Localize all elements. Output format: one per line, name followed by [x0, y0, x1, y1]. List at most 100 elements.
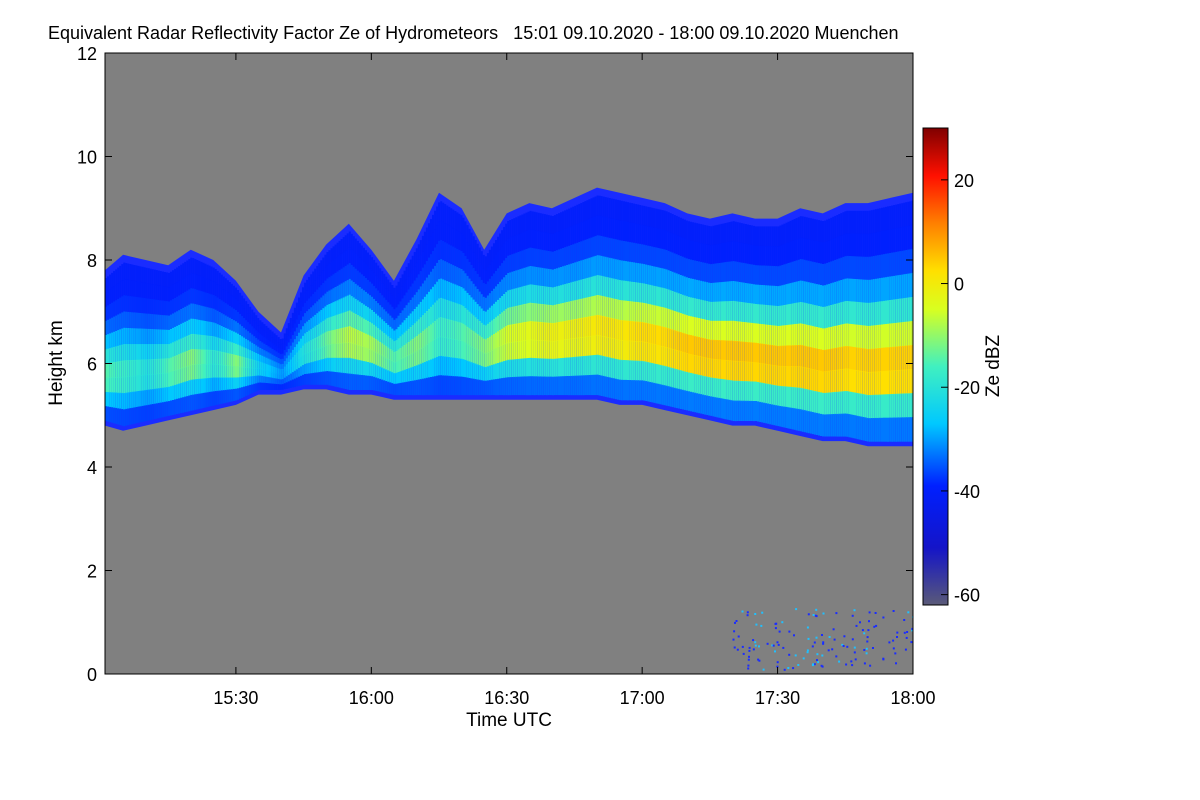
reflectivity-cell — [696, 393, 699, 413]
reflectivity-cell — [202, 378, 205, 394]
reflectivity-cell — [541, 213, 544, 233]
reflectivity-cell — [757, 265, 759, 286]
reflectivity-cell — [704, 225, 707, 245]
reflectivity-cell — [269, 329, 272, 337]
reflectivity-cell — [824, 371, 827, 394]
reflectivity-cell — [182, 352, 185, 368]
reflectivity-cell — [549, 233, 552, 252]
reflectivity-cell — [586, 277, 589, 298]
reflectivity-cell — [657, 228, 660, 249]
reflectivity-cell — [247, 358, 250, 368]
reflectivity-cell — [730, 261, 733, 282]
reflectivity-cell — [836, 215, 839, 238]
reflectivity-cell — [432, 268, 434, 288]
reflectivity-cell — [399, 278, 402, 291]
reflectivity-cell — [332, 357, 335, 373]
reflectivity-cell — [306, 290, 309, 302]
reflectivity-cell — [539, 285, 542, 305]
reflectivity-cell — [671, 368, 674, 388]
y-tick-label: 8 — [87, 251, 97, 271]
reflectivity-cell — [113, 377, 116, 394]
reflectivity-cell — [147, 268, 150, 284]
reflectivity-cell — [740, 223, 743, 244]
reflectivity-cell — [145, 298, 148, 315]
reflectivity-cell — [523, 322, 526, 341]
reflectivity-cell — [194, 394, 197, 410]
reflectivity-cell — [779, 265, 782, 287]
reflectivity-cell — [499, 265, 502, 283]
clutter-echo — [755, 623, 758, 626]
reflectivity-cell — [744, 283, 747, 304]
reflectivity-cell — [434, 210, 437, 230]
reflectivity-cell — [830, 392, 833, 415]
reflectivity-cell — [876, 255, 879, 279]
reflectivity-cell — [208, 307, 211, 323]
reflectivity-cell — [354, 374, 357, 390]
reflectivity-cell — [216, 310, 219, 325]
reflectivity-cell — [403, 357, 406, 371]
reflectivity-cell — [649, 226, 652, 247]
reflectivity-cell — [671, 348, 674, 369]
reflectivity-cell — [633, 360, 636, 381]
reflectivity-cell — [627, 281, 629, 302]
reflectivity-cell — [517, 323, 520, 342]
reflectivity-cell — [614, 378, 617, 400]
reflectivity-cell — [401, 382, 404, 396]
reflectivity-cell — [226, 316, 229, 330]
reflectivity-cell — [330, 316, 333, 331]
reflectivity-cell — [590, 257, 593, 278]
reflectivity-cell — [273, 378, 276, 385]
reflectivity-cell — [911, 321, 913, 346]
reflectivity-cell — [247, 376, 250, 387]
reflectivity-cell — [415, 365, 418, 381]
reflectivity-cell — [320, 309, 323, 323]
reflectivity-cell — [105, 406, 107, 421]
reflectivity-cell — [493, 349, 495, 365]
reflectivity-cell — [897, 322, 900, 347]
reflectivity-cell — [531, 321, 534, 341]
reflectivity-cell — [259, 320, 262, 328]
reflectivity-cell — [647, 342, 650, 363]
reflectivity-cell — [895, 251, 898, 277]
reflectivity-cell — [308, 309, 311, 321]
reflectivity-cell — [310, 296, 313, 308]
reflectivity-cell — [740, 321, 743, 343]
reflectivity-cell — [872, 302, 875, 326]
reflectivity-cell — [696, 355, 699, 375]
reflectivity-cell — [822, 392, 824, 415]
reflectivity-cell — [505, 309, 508, 327]
reflectivity-cell — [838, 302, 841, 326]
reflectivity-cell — [714, 320, 717, 341]
reflectivity-cell — [117, 408, 120, 425]
reflectivity-cell — [328, 344, 331, 359]
reflectivity-cell — [239, 313, 242, 325]
reflectivity-cell — [803, 281, 806, 304]
reflectivity-cell — [405, 292, 408, 306]
reflectivity-cell — [911, 369, 913, 394]
reflectivity-cell — [688, 372, 690, 392]
reflectivity-cell — [736, 360, 739, 382]
reflectivity-cell — [438, 356, 441, 376]
reflectivity-cell — [787, 283, 790, 305]
reflectivity-cell — [580, 356, 583, 376]
reflectivity-cell — [537, 230, 540, 250]
reflectivity-cell — [842, 301, 845, 325]
reflectivity-cell — [107, 392, 109, 408]
reflectivity-cell — [387, 279, 390, 292]
reflectivity-cell — [295, 327, 298, 337]
reflectivity-cell — [852, 278, 855, 303]
reflectivity-cell — [753, 323, 755, 344]
reflectivity-cell — [830, 305, 833, 328]
reflectivity-cell — [182, 307, 185, 324]
reflectivity-cell — [783, 406, 786, 428]
reflectivity-cell — [381, 331, 384, 345]
reflectivity-cell — [801, 237, 804, 260]
reflectivity-cell — [117, 283, 120, 300]
reflectivity-cell — [318, 372, 321, 385]
reflectivity-cell — [866, 417, 869, 442]
reflectivity-cell — [115, 407, 118, 424]
reflectivity-cell — [208, 349, 211, 365]
reflectivity-cell — [608, 317, 611, 338]
reflectivity-cell — [667, 212, 670, 233]
reflectivity-cell — [905, 417, 908, 442]
